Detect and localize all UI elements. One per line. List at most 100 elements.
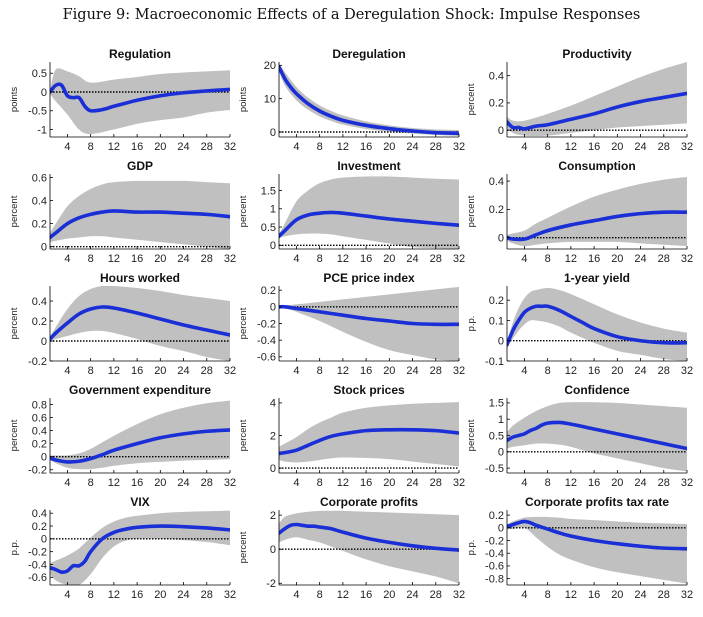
y-tick-label: 0 <box>41 451 47 463</box>
y-axis-label: percent <box>466 83 477 115</box>
y-tick-label: 0.2 <box>489 98 504 110</box>
panel-regulation: 0.5 0 -0.5 -1 4 8 12 16 20 24 28 32 Regulation points <box>9 47 236 153</box>
x-tick-label: 28 <box>430 253 442 265</box>
x-tick-label: 32 <box>681 253 693 265</box>
panel-productivity: 0.4 0.2 0 4 8 12 16 20 24 28 32 Productivity percent <box>466 47 693 153</box>
y-tick-label: 0 <box>270 463 276 475</box>
x-tick-label: 24 <box>406 589 418 601</box>
confidence-band <box>50 286 230 361</box>
x-tick-label: 16 <box>360 365 372 377</box>
x-tick-label: 8 <box>545 365 551 377</box>
x-tick-label: 4 <box>521 141 527 153</box>
x-tick-label: 28 <box>658 477 670 489</box>
y-tick-label: -0.5 <box>485 463 504 475</box>
x-tick-label: 32 <box>224 253 236 265</box>
confidence-band <box>50 510 230 585</box>
x-tick-label: 20 <box>611 365 623 377</box>
x-tick-label: 8 <box>317 365 323 377</box>
panel-title: Corporate profits <box>320 495 418 509</box>
y-tick-label: 0.4 <box>32 508 47 520</box>
x-tick-label: 32 <box>453 589 465 601</box>
x-tick-label: 28 <box>201 365 213 377</box>
x-tick-label: 12 <box>108 141 120 153</box>
plot-area <box>279 176 459 249</box>
plot-area <box>50 400 230 470</box>
x-tick-label: 16 <box>131 477 143 489</box>
x-tick-label: 4 <box>64 253 70 265</box>
x-tick-label: 4 <box>521 365 527 377</box>
x-tick-label: 8 <box>88 365 94 377</box>
x-tick-label: 32 <box>224 477 236 489</box>
y-tick-label: 0.1 <box>489 315 504 327</box>
y-tick-label: 0 <box>498 447 504 459</box>
x-tick-label: 16 <box>360 253 372 265</box>
median-response-line <box>507 420 687 451</box>
y-axis-label: p.p. <box>466 540 477 556</box>
x-tick-label: 8 <box>545 141 551 153</box>
y-tick-label: -0.2 <box>28 465 47 477</box>
y-tick-label: 4 <box>270 398 276 410</box>
y-tick-label: -0.1 <box>485 356 504 368</box>
panel-title: VIX <box>130 495 149 509</box>
y-tick-label: 0.6 <box>32 412 47 424</box>
y-tick-label: 1.5 <box>261 185 276 197</box>
y-tick-label: 0 <box>270 240 276 252</box>
median-response-line <box>507 210 687 242</box>
x-tick-label: 8 <box>545 477 551 489</box>
y-tick-label: -0.4 <box>28 559 47 571</box>
x-tick-label: 16 <box>588 253 600 265</box>
plot-area <box>50 68 230 134</box>
x-tick-label: 32 <box>224 141 236 153</box>
y-tick-label: 0.6 <box>32 172 47 184</box>
x-tick-label: 8 <box>317 477 323 489</box>
x-tick-label: 4 <box>521 589 527 601</box>
x-tick-label: 12 <box>565 253 577 265</box>
y-axis-label: percent <box>9 195 20 227</box>
median-response-line <box>279 210 459 238</box>
median-response-line <box>50 82 230 113</box>
y-tick-label: -0.2 <box>28 356 47 368</box>
y-tick-label: 0.5 <box>261 222 276 234</box>
panel-investment: 1.5 1 0.5 0 4 8 12 16 20 24 28 32 Investment percent <box>238 159 465 265</box>
x-tick-label: 20 <box>154 589 166 601</box>
plot-area <box>507 176 687 247</box>
y-tick-label: -0.5 <box>28 106 47 118</box>
y-tick-label: 0 <box>498 336 504 348</box>
x-tick-label: 8 <box>88 141 94 153</box>
y-tick-label: -0.4 <box>485 548 504 560</box>
x-tick-label: 8 <box>317 589 323 601</box>
y-axis-label: percent <box>238 531 249 563</box>
confidence-band <box>507 288 687 361</box>
y-axis-label: p.p. <box>9 540 20 556</box>
x-tick-label: 20 <box>611 477 623 489</box>
panel-vix: 0.40.20-0.2-0.4-0.6 4 8 12 16 20 24 28 32 VIX p.p. <box>9 495 236 601</box>
confidence-band <box>50 180 230 249</box>
x-tick-label: 4 <box>293 141 299 153</box>
panel-consumption: 0.4 0.2 0 4 8 12 16 20 24 28 32 Consumption percent <box>466 159 693 265</box>
y-tick-label: 2 <box>270 510 276 522</box>
y-tick-label: 0.5 <box>32 68 47 80</box>
panel-deregulation: 20 10 0 4 8 12 16 20 24 28 32 Deregulation points <box>238 47 465 153</box>
x-tick-label: 24 <box>177 141 189 153</box>
x-tick-label: 4 <box>293 253 299 265</box>
plot-area <box>50 286 230 361</box>
x-tick-label: 32 <box>681 141 693 153</box>
x-tick-label: 24 <box>406 141 418 153</box>
x-tick-label: 16 <box>588 589 600 601</box>
x-tick-label: 20 <box>154 141 166 153</box>
x-tick-label: 8 <box>88 589 94 601</box>
y-tick-label: 0.5 <box>489 430 504 442</box>
x-tick-label: 12 <box>337 477 349 489</box>
x-tick-label: 8 <box>545 589 551 601</box>
y-tick-label: 0.8 <box>32 399 47 411</box>
y-tick-label: 0 <box>41 534 47 546</box>
panel-pce-price-index: 0.2 0 -0.2 -0.4 -0.6 4 8 12 16 20 24 28 32 PCE price … <box>238 271 465 377</box>
panel-hours-worked: 0.4 0.2 0 -0.2 4 8 12 16 20 24 28 32 Hours worked per… <box>9 271 236 377</box>
plot-area <box>507 288 687 361</box>
x-tick-label: 32 <box>681 365 693 377</box>
confidence-band <box>50 400 230 470</box>
y-axis-label: p.p. <box>466 316 477 332</box>
y-tick-label: -2 <box>266 578 276 590</box>
